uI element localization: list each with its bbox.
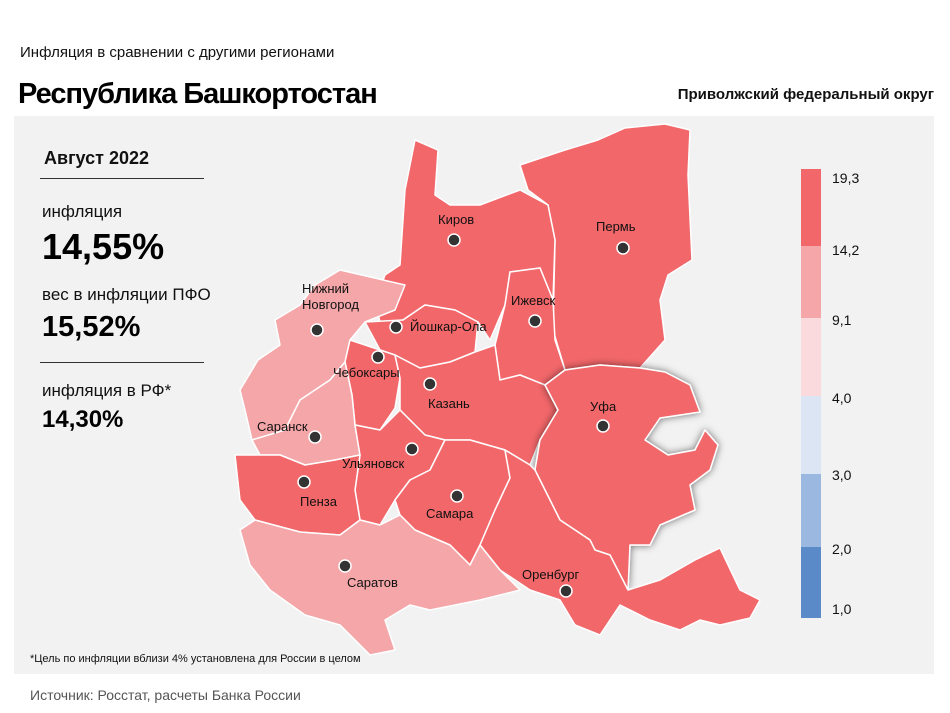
weight-label: вес в инфляции ПФО	[42, 285, 211, 304]
region-saratov	[239, 514, 521, 656]
city-label-nizhny: Нижний	[302, 281, 349, 296]
page-title: Республика Башкортостан	[18, 78, 378, 110]
city-dot-saratov	[338, 559, 352, 573]
legend-tick: 9,1	[832, 312, 852, 328]
subtitle: Инфляция в сравнении с другими регионами	[20, 44, 335, 61]
city-label-yoshkar: Йошкар-Ола	[410, 319, 487, 334]
city-label-cheb: Чебоксары	[333, 365, 400, 380]
legend-band-6	[801, 169, 821, 246]
city-dot-penza	[297, 475, 311, 489]
source-note: Источник: Росстат, расчеты Банка России	[30, 687, 301, 703]
district-name: Приволжский федеральный округ	[677, 86, 934, 103]
city-label-saransk: Саранск	[257, 419, 308, 434]
city-label-orenburg: Оренбург	[522, 567, 579, 582]
city-label-ufa: Уфа	[590, 399, 617, 414]
city-dot-saransk	[308, 430, 322, 444]
city-dot-samara	[450, 489, 464, 503]
divider	[40, 362, 204, 363]
city-label-penza: Пенза	[300, 494, 338, 509]
divider	[40, 178, 204, 179]
weight-value: 15,52%	[42, 311, 141, 343]
city-dot-ufa	[596, 419, 610, 433]
legend-color-bar	[801, 169, 821, 618]
rf-inflation-value: 14,30%	[42, 406, 124, 433]
city-markers: Киров Пермь Нижний Новгород Йошкар-Ола И…	[257, 212, 636, 598]
city-label-samara: Самара	[426, 506, 474, 521]
city-dot-kirov	[447, 233, 461, 247]
city-dot-ulyan	[405, 442, 419, 456]
legend-tick: 4,0	[832, 390, 852, 406]
legend-tick: 19,3	[832, 170, 860, 186]
city-dot-nizhny	[310, 323, 324, 337]
legend-tick: 3,0	[832, 467, 852, 483]
inflation-label: инфляция	[42, 202, 123, 221]
inflation-value: 14,55%	[42, 226, 165, 267]
month-label: Август 2022	[44, 148, 149, 168]
city-dot-cheb	[371, 350, 385, 364]
city-label-saratov: Саратов	[347, 575, 398, 590]
city-dot-izhevsk	[528, 314, 542, 328]
city-dot-orenburg	[559, 584, 573, 598]
city-label-kazan: Казань	[428, 396, 470, 411]
city-label-novgorod: Новгород	[302, 297, 359, 312]
footnote: *Цель по инфляции вблизи 4% установлена …	[30, 653, 361, 665]
city-label-kirov: Киров	[438, 212, 474, 227]
city-label-izhevsk: Ижевск	[511, 293, 556, 308]
legend-tick: 14,2	[832, 242, 860, 258]
legend-tick: 1,0	[832, 601, 852, 617]
region-orenburg	[479, 449, 761, 636]
legend-tick: 2,0	[832, 541, 852, 557]
legend-band-3	[801, 396, 821, 474]
city-dot-kazan	[423, 377, 437, 391]
rf-inflation-label: инфляция в РФ*	[42, 381, 172, 400]
city-dot-perm	[616, 241, 630, 255]
legend-band-4	[801, 318, 821, 396]
city-dot-yoshkar	[389, 320, 403, 334]
city-label-ulyan: Ульяновск	[342, 456, 404, 471]
city-label-perm: Пермь	[596, 219, 636, 234]
legend-band-1	[801, 547, 821, 618]
legend-band-2	[801, 474, 821, 547]
legend-band-5	[801, 246, 821, 318]
